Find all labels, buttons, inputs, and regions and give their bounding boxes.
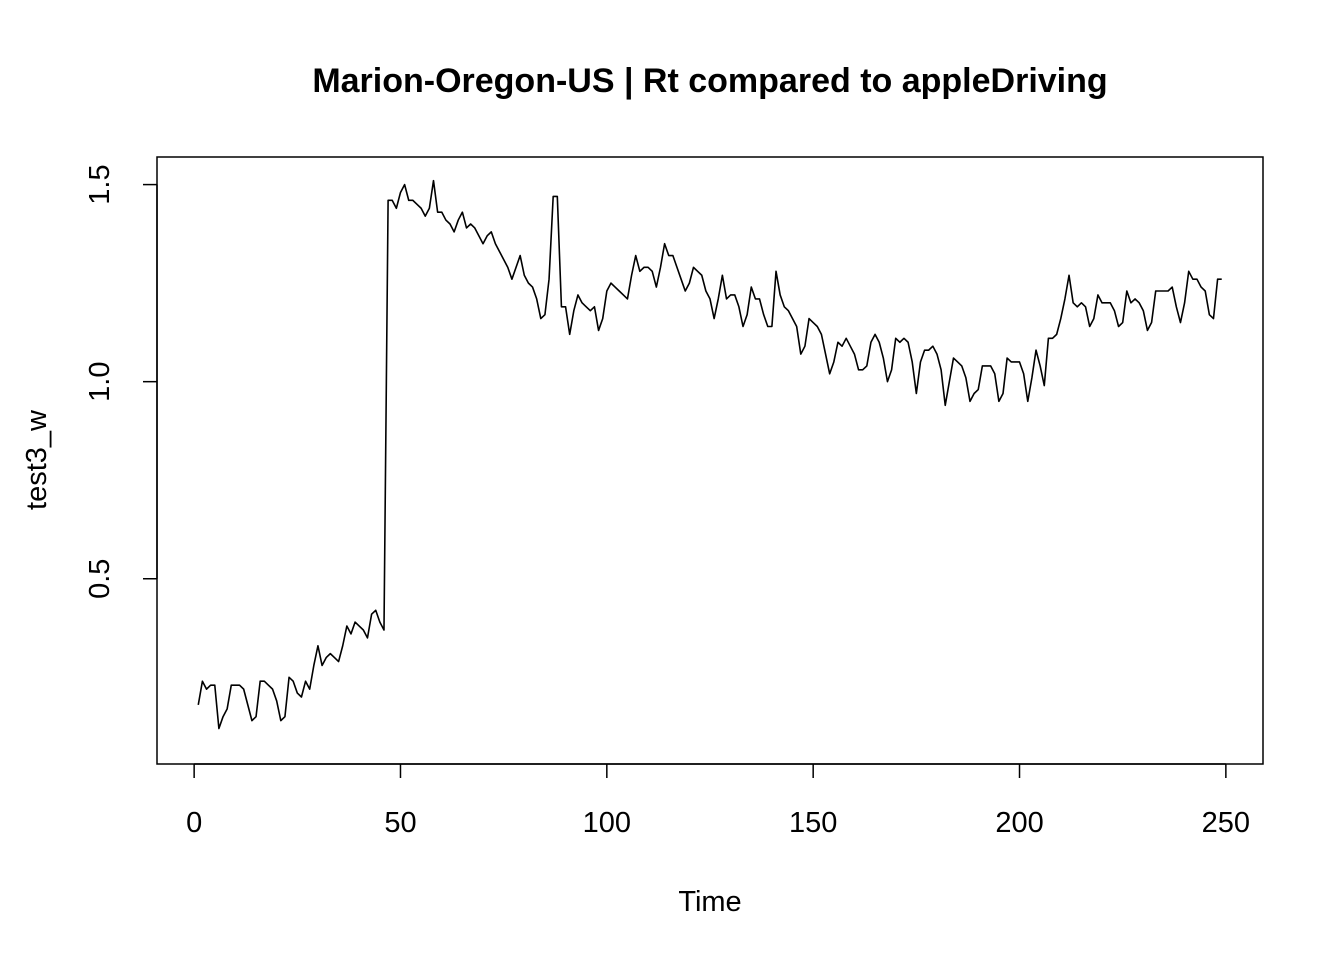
- plot-frame: [156, 156, 1264, 765]
- x-axis-label: Time: [678, 886, 741, 918]
- x-tick-label: 50: [384, 807, 416, 839]
- y-tick-label: 0.5: [84, 559, 116, 599]
- y-axis-label: test3_w: [21, 409, 53, 510]
- chart-title: Marion-Oregon-US | Rt compared to appleD…: [312, 62, 1107, 100]
- x-tick-label: 0: [186, 807, 202, 839]
- y-tick-label: 1.5: [84, 164, 116, 204]
- x-tick-label: 150: [789, 807, 837, 839]
- x-axis: 0 50 100 150 200 250: [186, 763, 1250, 839]
- x-tick-label: 100: [583, 807, 631, 839]
- x-tick-label: 250: [1202, 807, 1250, 839]
- x-tick-label: 200: [995, 807, 1043, 839]
- y-axis: 0.5 1.0 1.5: [84, 164, 158, 599]
- y-tick-label: 1.0: [84, 362, 116, 402]
- series-group: [197, 179, 1222, 730]
- series-line: [197, 179, 1222, 730]
